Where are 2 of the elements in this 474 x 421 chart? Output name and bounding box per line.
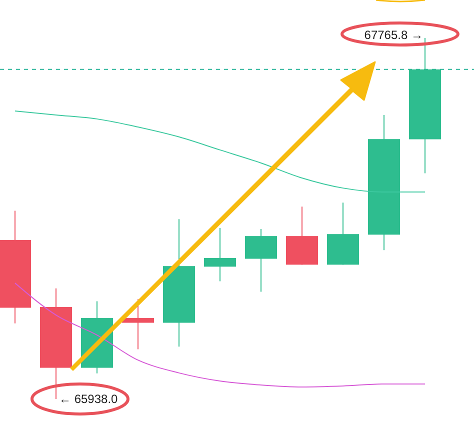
annotation: 67765.8 → (364, 28, 423, 42)
annotation: ← 65938.0 (59, 392, 118, 406)
